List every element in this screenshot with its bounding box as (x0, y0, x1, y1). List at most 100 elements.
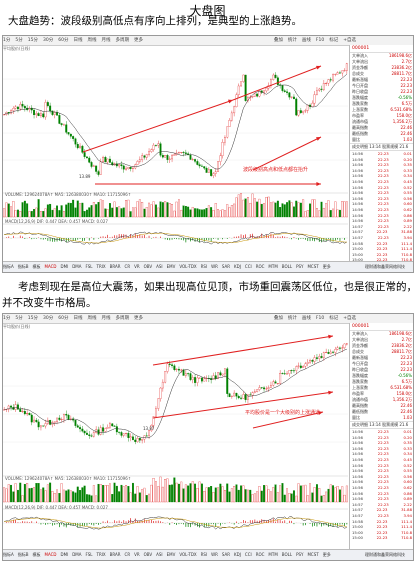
period-tab[interactable]: 60分 (58, 38, 69, 43)
period-tab[interactable]: 更多 (133, 38, 143, 43)
indicator-tab[interactable]: 更多 (322, 264, 331, 269)
indicator-tab[interactable]: 指标A (3, 264, 14, 269)
period-tab[interactable]: 5分 (15, 316, 23, 321)
indicator-tab[interactable]: CR (124, 264, 131, 269)
quote-key: 最高指数 (352, 125, 368, 130)
indicator-tab[interactable]: DMI (60, 552, 69, 557)
quote-row: 量比 1.03 (350, 137, 413, 143)
period-tab[interactable]: 1分 (3, 316, 11, 321)
period-tab[interactable]: 15分 (27, 38, 38, 43)
indicator-tab[interactable]: 指标B (17, 264, 29, 269)
period-tab[interactable]: 1分 (3, 38, 11, 43)
indicator-tab[interactable]: ASI (156, 264, 163, 269)
indicator-tab[interactable]: MACD (44, 264, 57, 269)
toolbar-item[interactable]: 画线 (301, 316, 311, 321)
indicator-tab[interactable]: OBV (143, 552, 153, 557)
toolbar-item[interactable]: 统计 (287, 38, 297, 43)
period-tab[interactable]: 多周期 (115, 38, 129, 43)
indicator-tab[interactable]: 指标A (3, 552, 14, 557)
indicator-tab[interactable]: BRAR (109, 552, 121, 557)
indicator-tab[interactable]: BOLL (281, 264, 293, 269)
period-tab[interactable]: 月线 (101, 316, 111, 321)
indicator-tab[interactable]: PSY (296, 264, 304, 269)
indicator-tab[interactable]: SAR (221, 552, 231, 557)
indicator-tab[interactable]: DMA (72, 264, 82, 269)
toolbar-item[interactable]: 标记 (329, 316, 339, 321)
indicator-tab[interactable]: CCI (244, 552, 252, 557)
period-tab[interactable]: 15分 (27, 316, 38, 321)
indicator-tab[interactable]: OBV (143, 264, 153, 269)
toolbar-item[interactable]: 统计 (287, 316, 297, 321)
period-tab[interactable]: 月线 (101, 38, 111, 43)
toolbar-item[interactable]: +自选 (343, 316, 356, 321)
indicator-tab[interactable]: CR (124, 552, 131, 557)
period-tab[interactable]: 周线 (87, 316, 97, 321)
indicator-tab[interactable]: 更多 (322, 552, 331, 557)
indicator-tab[interactable]: MCST (307, 264, 319, 269)
indicator-tab[interactable]: VOL-TDX (179, 552, 197, 557)
indicator-tab[interactable]: BRAR (109, 264, 121, 269)
indicator-tab[interactable]: RSI (200, 264, 208, 269)
quote-value: -0.56% (397, 373, 412, 378)
toolbar-item[interactable]: 画线 (301, 38, 311, 43)
indicator-tab[interactable]: DMA (72, 552, 82, 557)
tick-price: 22.23 (376, 246, 388, 252)
period-tab[interactable]: 周线 (87, 38, 97, 43)
volume-bar (233, 203, 236, 218)
candle-body (226, 368, 229, 394)
indicator-tab[interactable]: EMV (166, 264, 176, 269)
indicator-tab[interactable]: ROC (255, 552, 265, 557)
indicator-tab[interactable]: WR (211, 552, 218, 557)
indicator-tab[interactable]: WR (211, 264, 218, 269)
indicator-tab[interactable]: SAR (221, 264, 231, 269)
indicator-tab[interactable]: RSI (200, 552, 208, 557)
volume-bar (138, 492, 141, 503)
tick-price: 22.23 (377, 218, 389, 224)
indicator-tab[interactable]: VR (134, 264, 140, 269)
tick-price: 22.23 (377, 440, 389, 446)
indicator-tab[interactable]: TRIX (96, 264, 106, 269)
toolbar-item[interactable]: F10 (315, 316, 325, 321)
indicator-tab[interactable]: KDJ (234, 264, 241, 269)
indicator-tab[interactable]: TRIX (96, 552, 106, 557)
candle-body (177, 152, 180, 154)
quote-key: 大单流出 (352, 59, 368, 64)
period-tab[interactable]: 日线 (73, 316, 83, 321)
indicator-tab[interactable]: ASI (156, 552, 163, 557)
indicator-tab[interactable]: MCST (307, 552, 319, 557)
indicator-tab[interactable]: MTM (268, 552, 278, 557)
indicator-tab[interactable]: BOLL (281, 552, 293, 557)
indicator-tab[interactable]: KDJ (234, 552, 241, 557)
toolbar-item[interactable]: +自选 (343, 38, 356, 43)
candle-body (290, 370, 293, 371)
period-tab[interactable]: 30分 (42, 316, 54, 321)
candle-body (304, 110, 307, 112)
period-tab[interactable]: 多周期 (115, 316, 129, 321)
indicator-tab[interactable]: FSL (85, 552, 93, 557)
volume-bar (203, 491, 206, 503)
toolbar-item[interactable]: 叠加 (273, 38, 283, 43)
indicator-tab[interactable]: VR (134, 552, 140, 557)
indicator-tab[interactable]: CCI (244, 264, 252, 269)
period-tab[interactable]: 60分 (58, 316, 69, 321)
indicator-tab[interactable]: 指标B (17, 552, 29, 557)
tick-price: 22.23 (377, 484, 389, 490)
indicator-tab[interactable]: MTM (268, 264, 278, 269)
toolbar-item[interactable]: F10 (315, 38, 325, 43)
indicator-tab[interactable]: 模板 (32, 264, 41, 269)
period-tab[interactable]: 更多 (133, 316, 143, 321)
toolbar-item[interactable]: 叠加 (273, 316, 283, 321)
indicator-tab[interactable]: 模板 (32, 552, 41, 557)
period-tab[interactable]: 5分 (15, 38, 23, 43)
period-tab[interactable]: 日线 (73, 38, 83, 43)
toolbar-item[interactable]: 标记 (329, 38, 339, 43)
quote-value: 22.46 (400, 131, 412, 136)
indicator-tab[interactable]: EMV (166, 552, 176, 557)
indicator-tab[interactable]: PSY (296, 552, 304, 557)
indicator-tab[interactable]: ROC (255, 264, 265, 269)
indicator-tab[interactable]: MACD (44, 552, 57, 557)
period-tab[interactable]: 30分 (42, 38, 54, 43)
indicator-tab[interactable]: VOL-TDX (179, 264, 197, 269)
indicator-tab[interactable]: DMI (60, 264, 69, 269)
indicator-tab[interactable]: FSL (85, 264, 93, 269)
